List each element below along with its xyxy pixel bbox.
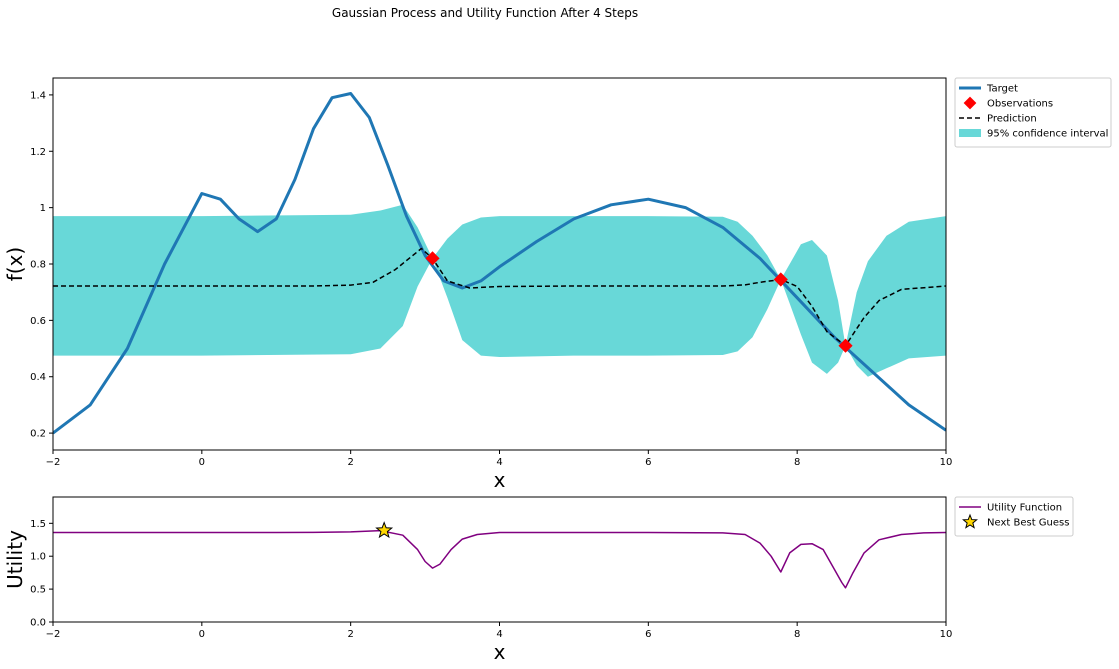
x-tick-label: −2	[46, 457, 61, 468]
legend-box	[954, 77, 1112, 148]
95-confidence-interval-legend-label: 95% confidence interval	[987, 129, 1108, 140]
y-tick-label: 1.0	[30, 552, 46, 563]
y-axis-label: Utility	[3, 530, 27, 589]
next-best-guess-point	[375, 521, 394, 539]
x-tick-label: 10	[940, 629, 953, 640]
x-axis-label: x	[494, 640, 506, 664]
observations-point	[425, 251, 440, 266]
target-legend-label: Target	[986, 84, 1018, 95]
observations-point	[838, 338, 853, 353]
95-confidence-interval-band	[53, 204, 946, 377]
observations-legend-label: Observations	[987, 99, 1053, 110]
plot-area	[53, 529, 946, 589]
target-line	[53, 92, 946, 435]
utility-plot: −2 0 2 4 6 8 10 0.0 0.5 1.0 1.5 x Utility Utility Fun…	[3, 496, 1074, 664]
legend: Utility Function Next Best Guess	[954, 496, 1074, 537]
legend-box	[954, 496, 1074, 537]
y-tick-label: 1.2	[30, 147, 46, 158]
x-tick-label: −2	[46, 629, 61, 640]
y-tick-label: 0.4	[30, 372, 46, 383]
x-tick-label: 2	[347, 629, 353, 640]
utility-function-line	[53, 529, 946, 589]
95-confidence-interval-legend-handle	[959, 129, 981, 137]
x-tick-label: 2	[347, 457, 353, 468]
y-tick-label: 1.5	[30, 519, 46, 530]
axes-frame	[52, 496, 947, 623]
next-best-guess-legend-handle	[962, 513, 978, 529]
x-tick-label: 6	[645, 629, 651, 640]
y-axis-label: f(x)	[3, 247, 27, 281]
y-tick-label: 1	[40, 203, 46, 214]
x-tick-label: 4	[496, 629, 502, 640]
y-tick-label: 1.4	[30, 90, 46, 101]
utility-function-legend-label: Utility Function	[987, 503, 1062, 514]
x-axis-label: x	[494, 468, 506, 492]
x-tick-label: 10	[940, 457, 953, 468]
x-tick-label: 4	[496, 457, 502, 468]
observations-point	[773, 272, 788, 287]
x-tick-label: 0	[199, 457, 205, 468]
x-tick-label: 6	[645, 457, 651, 468]
y-tick-label: 0.0	[30, 618, 46, 629]
next-best-guess-legend-label: Next Best Guess	[987, 518, 1069, 529]
y-tick-label: 0.8	[30, 260, 46, 271]
figure-title: Gaussian Process and Utility Function Af…	[332, 6, 638, 20]
legend: Target Observations Prediction 95% confiden…	[954, 77, 1112, 148]
gp-plot: −2 0 2 4 6 8 10 0.2 0.4 0.6 0.8 1 1.2 1.4 x f(x) Target O…	[3, 77, 1112, 492]
y-tick-label: 0.5	[30, 585, 46, 596]
y-tick-label: 0.2	[30, 429, 46, 440]
x-tick-label: 0	[199, 629, 205, 640]
prediction-legend-label: Prediction	[987, 114, 1037, 125]
x-tick-label: 8	[794, 457, 800, 468]
plot-area	[53, 92, 946, 435]
x-tick-label: 8	[794, 629, 800, 640]
y-tick-label: 0.6	[30, 316, 46, 327]
